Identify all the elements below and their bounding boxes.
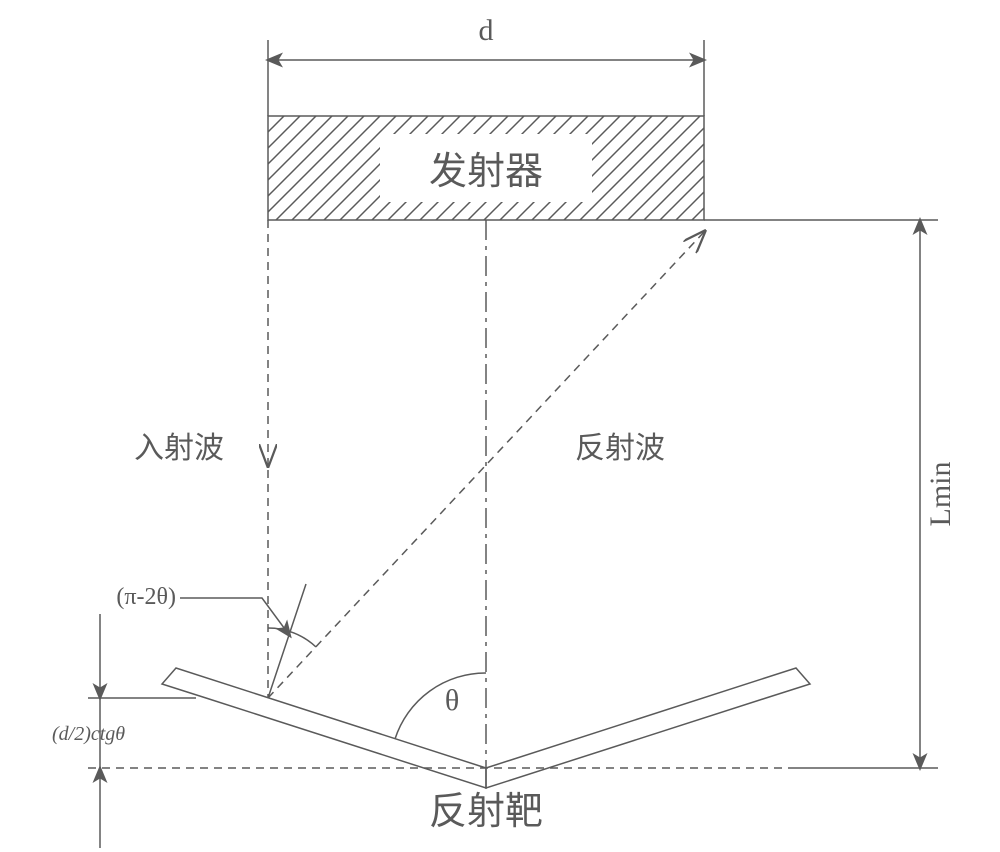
normal-line (268, 584, 306, 698)
halfd-ctg-label: (d/2)ctgθ (52, 723, 125, 745)
angle-theta-label: θ (445, 684, 459, 717)
dimension-halfd-ctg: (d/2)ctgθ (52, 614, 196, 848)
transmitter-label: 发射器 (429, 151, 543, 193)
angle-pi-2theta-label: (π-2θ) (116, 584, 176, 610)
reflected-wave-label: 反射波 (575, 432, 665, 465)
transmitter-block: 发射器 (268, 116, 704, 220)
angle-pi-2theta: (π-2θ) (116, 584, 316, 647)
incident-wave: 入射波 (134, 220, 268, 698)
incident-wave-label: 入射波 (134, 432, 224, 465)
diagram-root: d 发射器 Lmin 入射波 反射波 (π-2θ) θ (0, 0, 1000, 852)
dimension-d: d (268, 14, 704, 116)
target-label: 反射靶 (429, 791, 543, 833)
angle-theta: θ (395, 673, 486, 739)
lmin-label: Lmin (924, 462, 957, 527)
dim-d-label: d (479, 14, 494, 47)
